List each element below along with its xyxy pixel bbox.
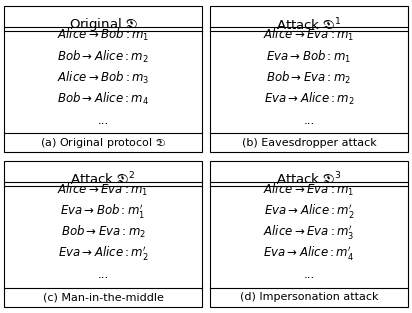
Text: (d) Impersonation attack: (d) Impersonation attack	[240, 292, 378, 302]
Text: ...: ...	[98, 268, 109, 281]
Text: (b) Eavesdropper attack: (b) Eavesdropper attack	[241, 138, 376, 148]
Text: $\mathit{Eva} \rightarrow \mathit{Bob} : m_1'$: $\mathit{Eva} \rightarrow \mathit{Bob} :…	[61, 202, 146, 220]
Text: $\mathit{Eva} \rightarrow \mathit{Alice} : m_2$: $\mathit{Eva} \rightarrow \mathit{Alice}…	[264, 91, 354, 107]
Text: $\mathit{Bob} \rightarrow \mathit{Eva} : m_2$: $\mathit{Bob} \rightarrow \mathit{Eva} :…	[61, 224, 146, 240]
Text: $\mathit{Eva} \rightarrow \mathit{Alice} : m_2'$: $\mathit{Eva} \rightarrow \mathit{Alice}…	[58, 244, 148, 263]
FancyBboxPatch shape	[4, 161, 202, 307]
Text: $\mathit{Eva} \rightarrow \mathit{Alice} : m_4'$: $\mathit{Eva} \rightarrow \mathit{Alice}…	[263, 244, 354, 263]
Text: ...: ...	[98, 114, 109, 126]
Text: $\mathit{Bob} \rightarrow \mathit{Eva} : m_2$: $\mathit{Bob} \rightarrow \mathit{Eva} :…	[266, 70, 351, 86]
Text: $\mathit{Alice} \rightarrow \mathit{Eva} : m_1$: $\mathit{Alice} \rightarrow \mathit{Eva}…	[263, 27, 355, 44]
Text: $\mathit{Alice} \rightarrow \mathit{Eva} : m_1$: $\mathit{Alice} \rightarrow \mathit{Eva}…	[263, 182, 355, 198]
Text: ...: ...	[303, 268, 314, 281]
Text: $\mathit{Eva} \rightarrow \mathit{Bob} : m_1$: $\mathit{Eva} \rightarrow \mathit{Bob} :…	[266, 49, 351, 64]
Text: ...: ...	[303, 114, 314, 126]
Text: Original $\mathfrak{D}$: Original $\mathfrak{D}$	[69, 17, 138, 33]
FancyBboxPatch shape	[210, 6, 408, 152]
Text: (a) Original protocol $\mathfrak{D}$: (a) Original protocol $\mathfrak{D}$	[40, 136, 166, 150]
Text: Attack $\mathfrak{D}^1$: Attack $\mathfrak{D}^1$	[276, 17, 342, 33]
Text: $\mathit{Bob} \rightarrow \mathit{Alice} : m_4$: $\mathit{Bob} \rightarrow \mathit{Alice}…	[57, 91, 149, 107]
Text: $\mathit{Alice} \rightarrow \mathit{Eva} : m_1$: $\mathit{Alice} \rightarrow \mathit{Eva}…	[57, 182, 149, 198]
Text: $\mathit{Eva} \rightarrow \mathit{Alice} : m_2'$: $\mathit{Eva} \rightarrow \mathit{Alice}…	[264, 202, 354, 220]
FancyBboxPatch shape	[4, 6, 202, 152]
Text: $\mathit{Alice} \rightarrow \mathit{Eva} : m_3'$: $\mathit{Alice} \rightarrow \mathit{Eva}…	[263, 223, 355, 241]
Text: $\mathit{Alice} \rightarrow \mathit{Bob} : m_1$: $\mathit{Alice} \rightarrow \mathit{Bob}…	[57, 27, 149, 44]
Text: Attack $\mathfrak{D}^3$: Attack $\mathfrak{D}^3$	[276, 171, 342, 188]
Text: $\mathit{Bob} \rightarrow \mathit{Alice} : m_2$: $\mathit{Bob} \rightarrow \mathit{Alice}…	[57, 49, 149, 64]
Text: $\mathit{Alice} \rightarrow \mathit{Bob} : m_3$: $\mathit{Alice} \rightarrow \mathit{Bob}…	[57, 70, 149, 86]
Text: (c) Man-in-the-middle: (c) Man-in-the-middle	[43, 292, 164, 302]
Text: Attack $\mathfrak{D}^2$: Attack $\mathfrak{D}^2$	[70, 171, 136, 188]
FancyBboxPatch shape	[210, 161, 408, 307]
